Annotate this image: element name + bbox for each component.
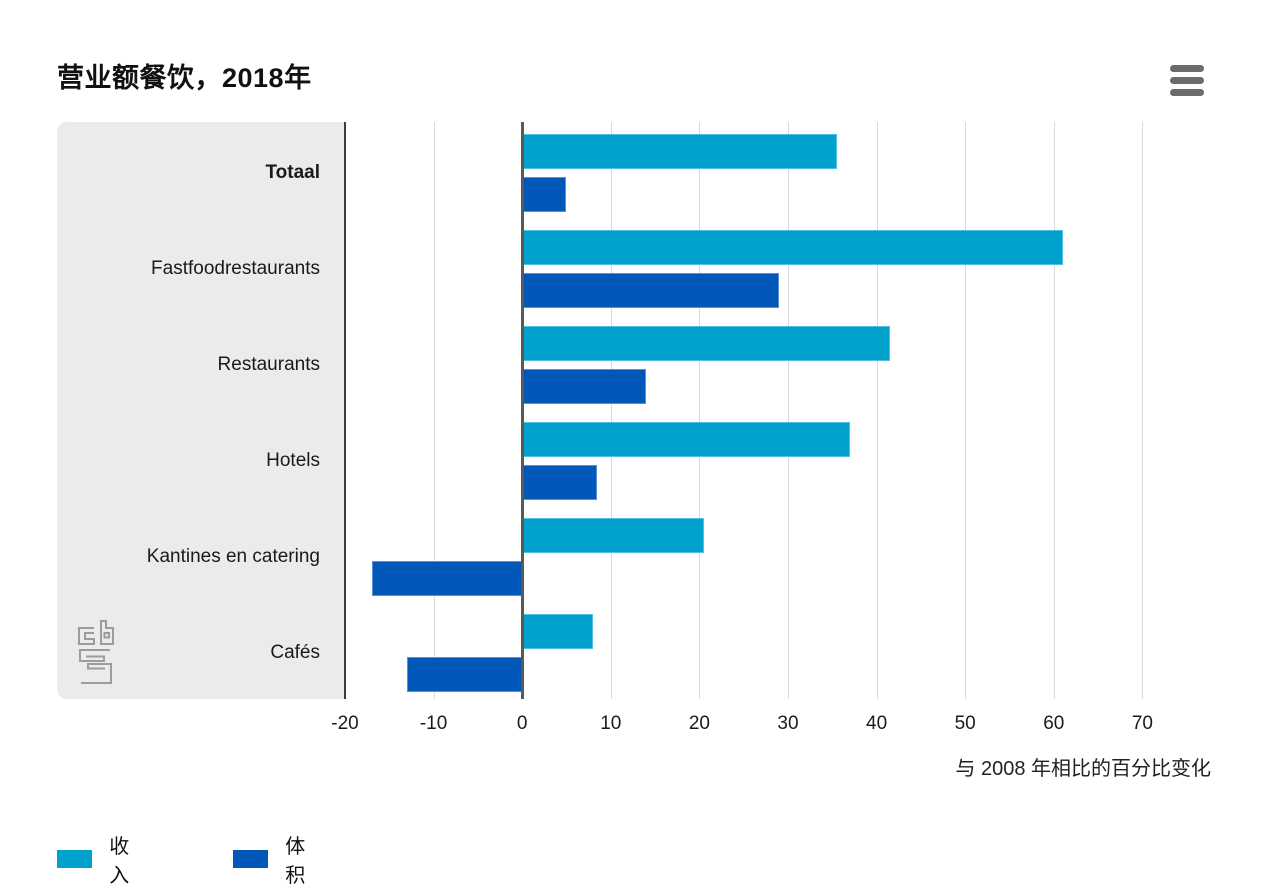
bar-caf-s-income[interactable] [522,613,594,649]
gridline [610,122,612,699]
gridline [1053,122,1055,699]
x-axis-label: 与 2008 年相比的百分比变化 [955,758,1211,780]
legend-item-volume[interactable]: 体积 [233,830,316,884]
gridline [1142,122,1144,699]
category-label: Cafés [270,641,320,663]
x-tick-label: 60 [1043,713,1065,734]
legend-swatch [57,850,93,868]
gridline [876,122,878,699]
bar-fastfoodrestaurants-volume[interactable] [522,272,780,308]
bar-totaal-volume[interactable] [522,177,567,212]
zero-baseline [521,122,525,699]
gridline [788,122,789,699]
bar-hotels-income[interactable] [522,421,850,457]
x-tick-label: 30 [777,713,799,734]
x-tick-label: -20 [331,713,359,734]
gridline [433,122,435,699]
menu-button[interactable] [1168,62,1208,100]
category-label: Totaal [265,162,320,183]
bar-kantines-en-catering-income[interactable] [522,517,704,553]
x-tick-label: 50 [954,713,976,734]
x-tick-label: 10 [600,713,622,734]
legend-label: 体积 [285,836,306,884]
category-panel [57,122,345,699]
bar-restaurants-income[interactable] [522,325,890,361]
category-label: Hotels [266,449,320,471]
gridline [699,122,701,699]
chart-title: 营业额餐饮，2018年 [57,63,312,93]
cbs-logo [78,620,114,684]
x-tick-label: -10 [419,713,448,734]
legend-label: 收入 [109,836,130,884]
legend-item-income[interactable]: 收入 [57,830,140,884]
gridline [965,122,967,699]
bar-caf-s-volume[interactable] [407,656,523,692]
category-label: Fastfoodrestaurants [151,257,320,279]
x-tick-label: 20 [688,713,710,734]
y-axis-line [344,122,346,699]
bar-totaal-income[interactable] [522,134,837,169]
x-tick-label: 0 [516,713,528,734]
bar-hotels-volume[interactable] [522,464,598,500]
x-tick-label: 70 [1131,713,1153,734]
category-label: Kantines en catering [146,545,320,567]
bar-restaurants-volume[interactable] [522,368,647,404]
x-tick-label: 40 [866,713,888,734]
bar-kantines-en-catering-volume[interactable] [371,560,523,596]
legend-swatch [233,850,269,868]
bar-fastfoodrestaurants-income[interactable] [522,229,1063,265]
category-label: Restaurants [217,353,320,375]
plot-area [345,122,1213,699]
